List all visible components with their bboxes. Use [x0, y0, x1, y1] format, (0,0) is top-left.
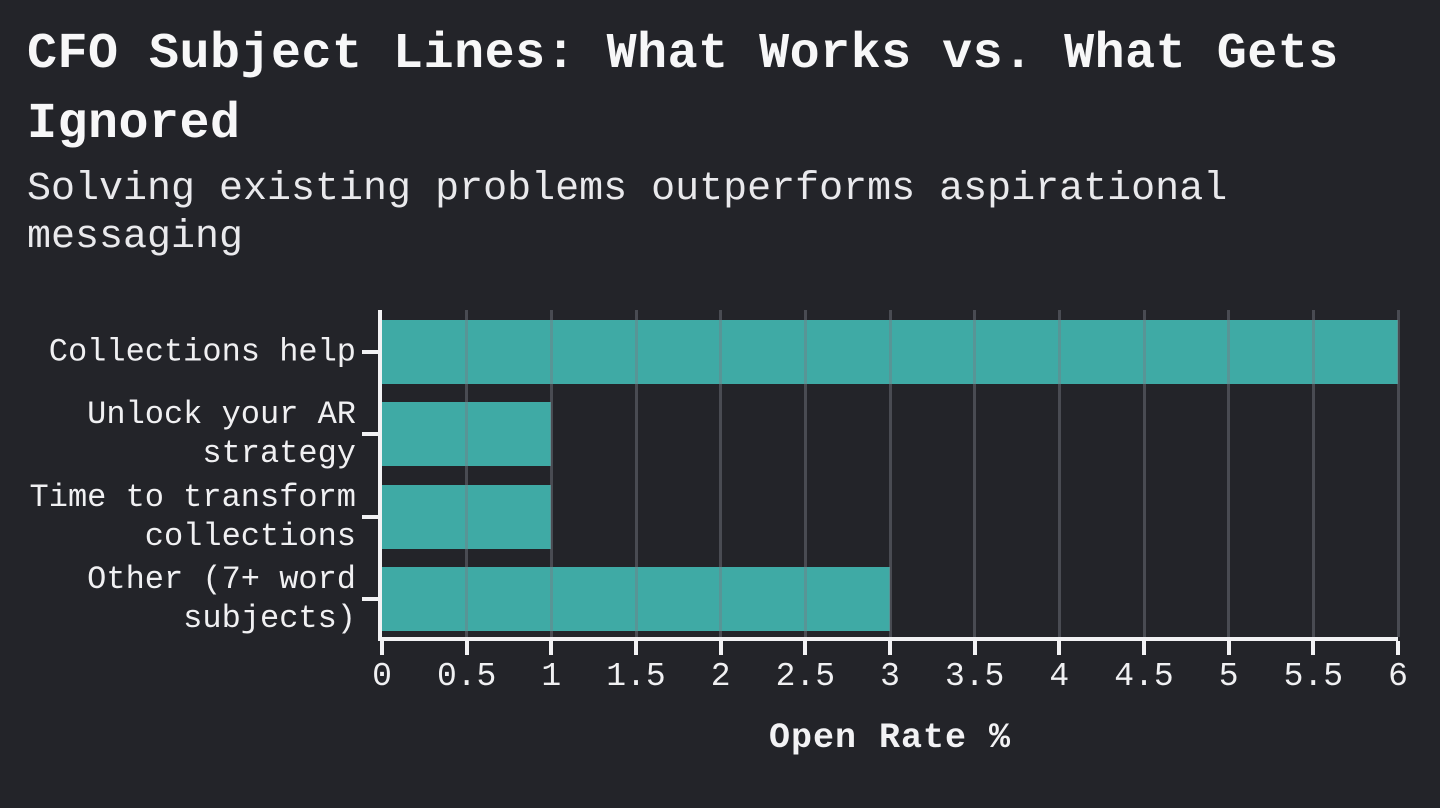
gridline: [634, 310, 638, 637]
y-tick: [362, 350, 378, 354]
x-tick: [634, 641, 638, 655]
x-tick: [803, 641, 808, 655]
x-tick-label: 0: [372, 658, 392, 695]
y-axis-label-line: Unlock your AR: [87, 396, 356, 434]
x-tick: [1226, 641, 1231, 655]
x-tick: [464, 641, 469, 655]
gridline: [1227, 310, 1231, 637]
y-axis-labels: Collections help Unlock your AR strategy Ti…: [20, 310, 356, 637]
x-axis-title: Open Rate %: [768, 718, 1012, 758]
y-tick: [362, 596, 378, 601]
gridline: [803, 310, 807, 637]
y-axis-label-line: subjects): [183, 599, 356, 637]
y-axis-label-line: Other (7+ word: [87, 560, 356, 598]
x-tick-label: 3: [880, 658, 900, 695]
gridline: [1142, 310, 1146, 637]
x-tick-label: 4: [1049, 658, 1070, 695]
x-tick: [1142, 641, 1146, 655]
x-axis: 0 0.5 1 1.5 2 2.5 3 3.5 4 4.5 5 5.5 6: [372, 641, 1408, 761]
plot-area: [378, 310, 1400, 641]
y-axis-ticks: [362, 310, 378, 637]
y-axis-label: Time to transform collections: [20, 478, 356, 556]
gridline: [465, 310, 469, 637]
x-tick-label: 5: [1218, 658, 1239, 695]
x-tick-label: 6: [1388, 658, 1408, 695]
x-tick-label: 0.5: [436, 658, 497, 695]
y-axis-label: Unlock your AR strategy: [20, 395, 356, 473]
y-tick: [362, 514, 378, 519]
x-tick: [380, 641, 384, 655]
gridline: [1311, 310, 1315, 637]
x-tick: [972, 641, 977, 655]
x-tick: [718, 641, 723, 655]
x-tick-label: 2.5: [775, 658, 836, 695]
x-tick-label: 5.5: [1283, 658, 1344, 695]
gridline: [973, 310, 977, 637]
gridline: [1057, 310, 1061, 637]
bar: [382, 402, 552, 467]
gridline: [1396, 310, 1400, 637]
y-axis-label-line: Collections help: [48, 333, 356, 371]
x-tick: [1396, 641, 1400, 655]
x-tick-label: 3.5: [944, 658, 1005, 695]
x-tick: [1057, 641, 1062, 655]
chart-title: CFO Subject Lines: What Works vs. What G…: [27, 26, 1339, 153]
bar: [382, 484, 552, 549]
y-axis-label-line: strategy: [202, 435, 356, 473]
x-tick-label: 2: [710, 658, 731, 695]
x-tick-label: 1.5: [606, 658, 666, 695]
x-tick-label: 1: [541, 658, 562, 695]
x-tick: [549, 641, 554, 655]
y-axis-label: Other (7+ word subjects): [20, 560, 356, 638]
bar: [382, 320, 1398, 384]
gridline: [888, 310, 892, 637]
gridline: [549, 310, 553, 637]
gridline: [719, 310, 723, 637]
x-tick: [888, 641, 892, 655]
y-axis-label-line: Time to transform: [29, 478, 356, 516]
y-axis-label-line: collections: [144, 517, 356, 555]
x-tick-label: 4.5: [1114, 658, 1174, 695]
chart-subtitle: Solving existing problems outperforms as…: [27, 167, 1228, 260]
y-tick: [362, 432, 378, 437]
bar: [382, 566, 890, 631]
x-tick: [1311, 641, 1316, 655]
y-axis-label: Collections help: [20, 333, 356, 372]
